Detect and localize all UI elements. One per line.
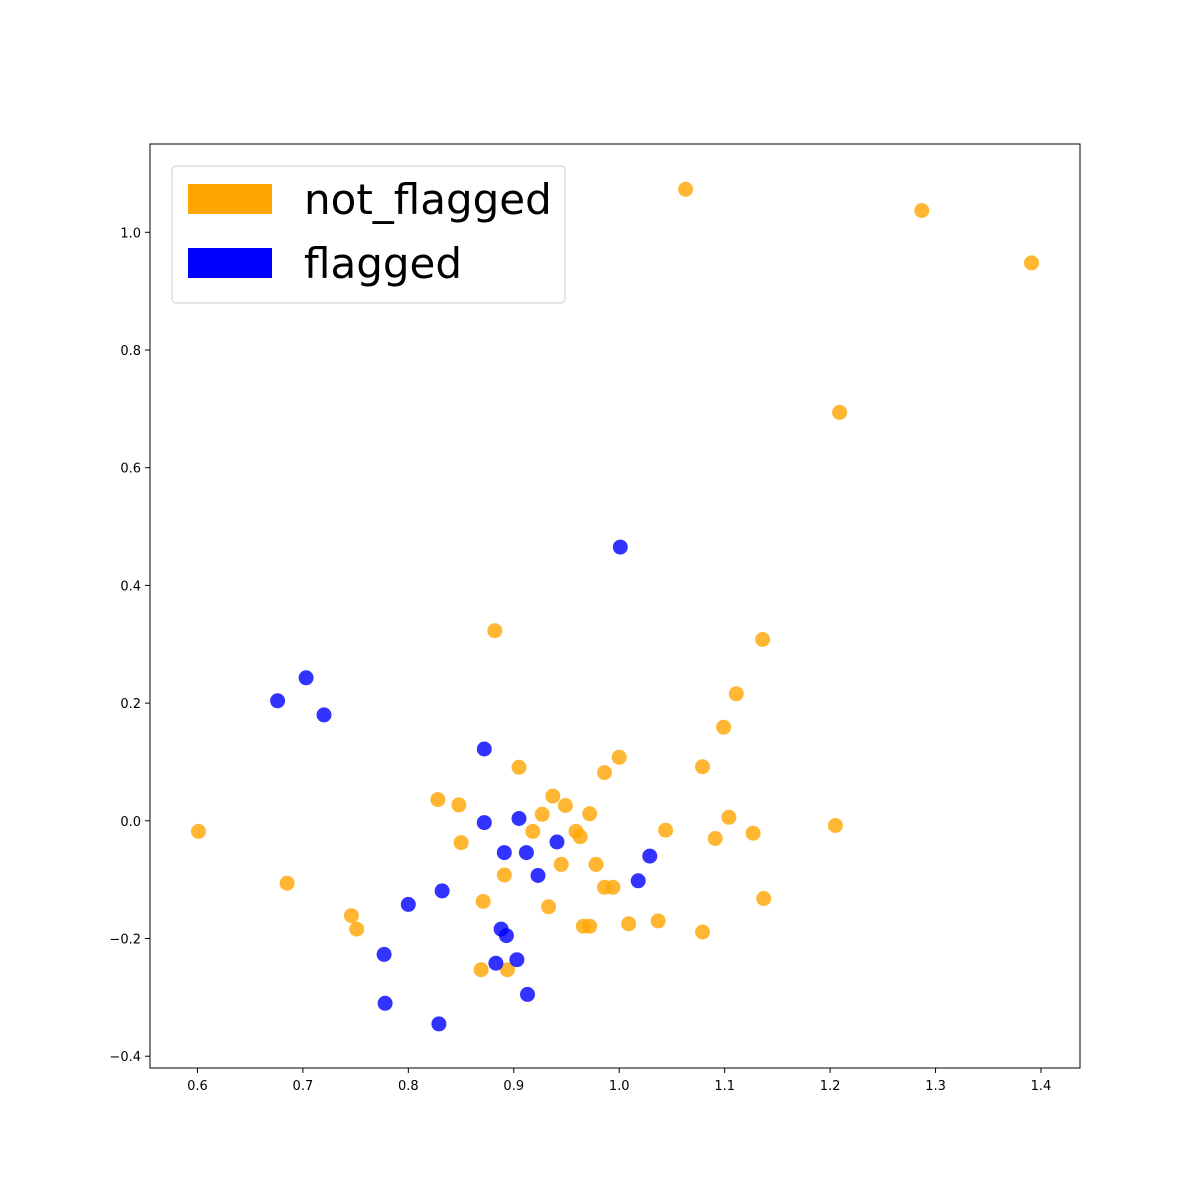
x-tick-label: 0.9 bbox=[503, 1079, 524, 1094]
point-not-flagged-24 bbox=[658, 822, 674, 838]
y-tick-label: −0.4 bbox=[109, 1050, 141, 1065]
point-flagged-5 bbox=[511, 811, 527, 826]
point-flagged-14 bbox=[400, 896, 416, 912]
point-not-flagged-10 bbox=[695, 759, 710, 775]
point-not-flagged-30 bbox=[496, 867, 512, 883]
point-flagged-19 bbox=[376, 946, 392, 962]
point-flagged-16 bbox=[498, 928, 514, 944]
point-not-flagged-18 bbox=[721, 809, 737, 825]
point-flagged-11 bbox=[530, 868, 546, 883]
point-not-flagged-26 bbox=[707, 831, 723, 846]
point-flagged-2 bbox=[270, 693, 286, 709]
point-not-flagged-40 bbox=[349, 921, 365, 937]
point-not-flagged-9 bbox=[511, 759, 527, 775]
point-not-flagged-0 bbox=[678, 181, 694, 197]
point-flagged-10 bbox=[642, 848, 658, 864]
x-tick-label: 1.3 bbox=[925, 1079, 946, 1094]
point-flagged-0 bbox=[612, 539, 628, 555]
y-tick-label: −0.2 bbox=[109, 933, 141, 948]
point-flagged-21 bbox=[520, 986, 535, 1002]
x-tick-label: 1.4 bbox=[1031, 1079, 1052, 1094]
point-not-flagged-44 bbox=[473, 962, 489, 978]
y-tick-label: 0.0 bbox=[120, 815, 141, 830]
y-tick-label: 0.8 bbox=[120, 344, 141, 359]
point-not-flagged-28 bbox=[553, 856, 569, 872]
point-flagged-20 bbox=[377, 995, 393, 1011]
point-flagged-1 bbox=[298, 670, 314, 686]
point-not-flagged-34 bbox=[756, 891, 772, 906]
ticks-layer: 0.6 0.7 0.8 0.9 1.0 1.1 1.2 1.3 1.4 −0.4 −0.2 0.0 0.… bbox=[109, 226, 1051, 1094]
point-not-flagged-4 bbox=[487, 623, 503, 639]
point-not-flagged-7 bbox=[716, 719, 732, 735]
x-tick-label: 0.7 bbox=[293, 1079, 314, 1094]
point-flagged-22 bbox=[431, 1016, 447, 1032]
point-not-flagged-45 bbox=[499, 962, 515, 978]
x-tick-label: 1.1 bbox=[714, 1079, 735, 1094]
point-not-flagged-32 bbox=[605, 879, 621, 895]
point-not-flagged-15 bbox=[557, 798, 573, 813]
x-tick-label: 0.6 bbox=[187, 1079, 208, 1094]
point-not-flagged-5 bbox=[755, 632, 771, 647]
point-flagged-9 bbox=[518, 845, 534, 861]
point-not-flagged-14 bbox=[451, 797, 467, 813]
point-not-flagged-12 bbox=[430, 792, 446, 808]
point-not-flagged-37 bbox=[343, 908, 359, 924]
point-not-flagged-29 bbox=[588, 856, 604, 872]
point-not-flagged-23 bbox=[572, 829, 588, 845]
legend-label-not-flagged: not_flagged bbox=[304, 175, 552, 224]
point-not-flagged-20 bbox=[191, 823, 206, 839]
point-flagged-8 bbox=[496, 845, 512, 861]
point-flagged-12 bbox=[630, 873, 646, 889]
y-tick-label: 1.0 bbox=[120, 226, 141, 241]
y-tick-label: 0.6 bbox=[120, 462, 141, 477]
point-not-flagged-8 bbox=[611, 749, 627, 765]
point-not-flagged-13 bbox=[545, 788, 561, 804]
point-not-flagged-1 bbox=[914, 203, 930, 218]
point-not-flagged-39 bbox=[621, 916, 637, 932]
point-flagged-17 bbox=[509, 952, 525, 968]
point-flagged-4 bbox=[476, 741, 492, 757]
point-not-flagged-36 bbox=[541, 899, 557, 915]
point-flagged-3 bbox=[316, 707, 332, 723]
point-not-flagged-6 bbox=[728, 686, 744, 702]
legend-swatch-not-flagged bbox=[188, 184, 272, 214]
point-flagged-18 bbox=[488, 955, 504, 971]
point-not-flagged-17 bbox=[582, 806, 598, 822]
point-not-flagged-42 bbox=[582, 918, 598, 934]
x-tick-label: 1.2 bbox=[820, 1079, 841, 1094]
y-tick-label: 0.4 bbox=[120, 579, 141, 594]
point-not-flagged-33 bbox=[279, 875, 295, 891]
point-not-flagged-38 bbox=[650, 913, 666, 929]
point-not-flagged-21 bbox=[525, 823, 541, 839]
x-tick-label: 1.0 bbox=[609, 1079, 630, 1094]
x-tick-label: 0.8 bbox=[398, 1079, 419, 1094]
point-not-flagged-35 bbox=[475, 893, 491, 909]
point-not-flagged-19 bbox=[827, 818, 843, 833]
legend: not_flagged flagged bbox=[171, 165, 566, 304]
legend-label-flagged: flagged bbox=[304, 239, 462, 288]
point-not-flagged-11 bbox=[597, 765, 612, 781]
point-not-flagged-3 bbox=[832, 404, 848, 420]
point-not-flagged-16 bbox=[534, 806, 550, 822]
point-flagged-13 bbox=[434, 883, 450, 899]
point-flagged-7 bbox=[549, 834, 565, 850]
points-layer bbox=[191, 181, 1039, 1032]
point-not-flagged-25 bbox=[745, 825, 761, 841]
point-not-flagged-2 bbox=[1024, 255, 1039, 271]
y-tick-label: 0.2 bbox=[120, 697, 141, 712]
point-flagged-6 bbox=[476, 815, 492, 831]
legend-swatch-flagged bbox=[188, 248, 272, 278]
plot-frame bbox=[149, 143, 1081, 1069]
point-not-flagged-43 bbox=[695, 924, 710, 940]
point-not-flagged-27 bbox=[453, 835, 469, 851]
